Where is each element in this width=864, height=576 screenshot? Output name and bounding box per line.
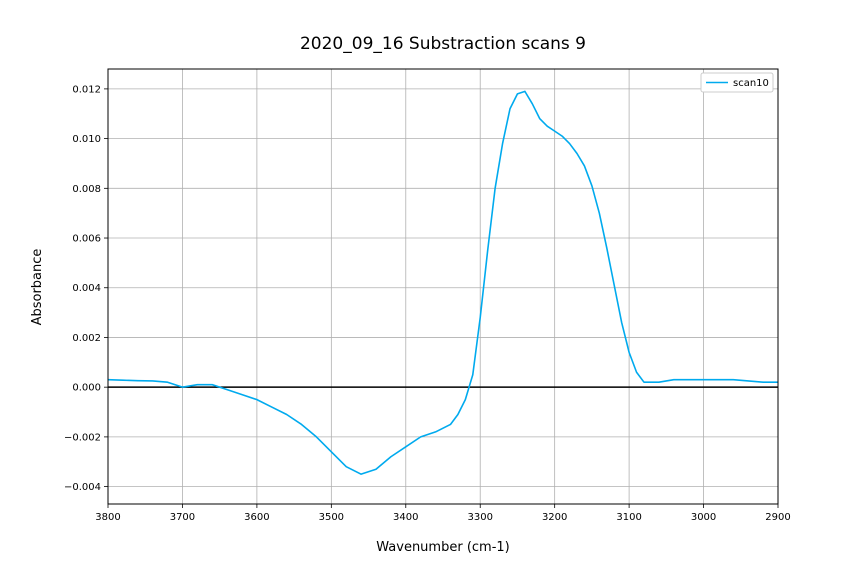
- x-tick-label: 3100: [616, 512, 641, 523]
- y-tick-label: −0.002: [64, 432, 101, 443]
- legend-box: [700, 72, 774, 93]
- x-tick-label: 3700: [170, 512, 195, 523]
- x-tick-label: 2900: [765, 512, 790, 523]
- series-group: [107, 90, 778, 475]
- y-tick-label: 0.002: [72, 333, 101, 344]
- plot-frame: [107, 68, 779, 505]
- y-tick-label: 0.006: [72, 234, 101, 245]
- x-tick-label: 3000: [691, 512, 716, 523]
- y-axis-label: Absorbance: [30, 249, 45, 326]
- chart-title: 2020_09_16 Substraction scans 9: [300, 34, 586, 54]
- x-tick-label: 3400: [393, 512, 418, 523]
- y-tick-label: 0.004: [72, 283, 101, 294]
- y-tick-label: −0.004: [64, 482, 101, 493]
- x-tick-label: 3500: [319, 512, 344, 523]
- y-tick-label: 0.000: [72, 383, 101, 394]
- legend-label: scan10: [733, 78, 769, 89]
- legend: scan10: [700, 72, 774, 93]
- y-tick-label: 0.008: [72, 184, 101, 195]
- y-tick-label: 0.010: [72, 134, 101, 145]
- x-tick-label: 3800: [95, 512, 120, 523]
- y-tick-label: 0.012: [72, 84, 101, 95]
- x-axis-label: Wavenumber (cm-1): [376, 540, 509, 555]
- x-axis-ticks: 3800 3700 3600 3500 3400 3300 3200 3100 3000 2900: [95, 504, 791, 523]
- x-tick-label: 3200: [542, 512, 567, 523]
- x-tick-label: 3300: [467, 512, 492, 523]
- y-axis-ticks: −0.004 −0.002 0.000 0.002 0.004 0.006 0.008 0.0…: [64, 84, 108, 493]
- x-tick-label: 3600: [244, 512, 269, 523]
- series-line-scan10: [107, 90, 778, 475]
